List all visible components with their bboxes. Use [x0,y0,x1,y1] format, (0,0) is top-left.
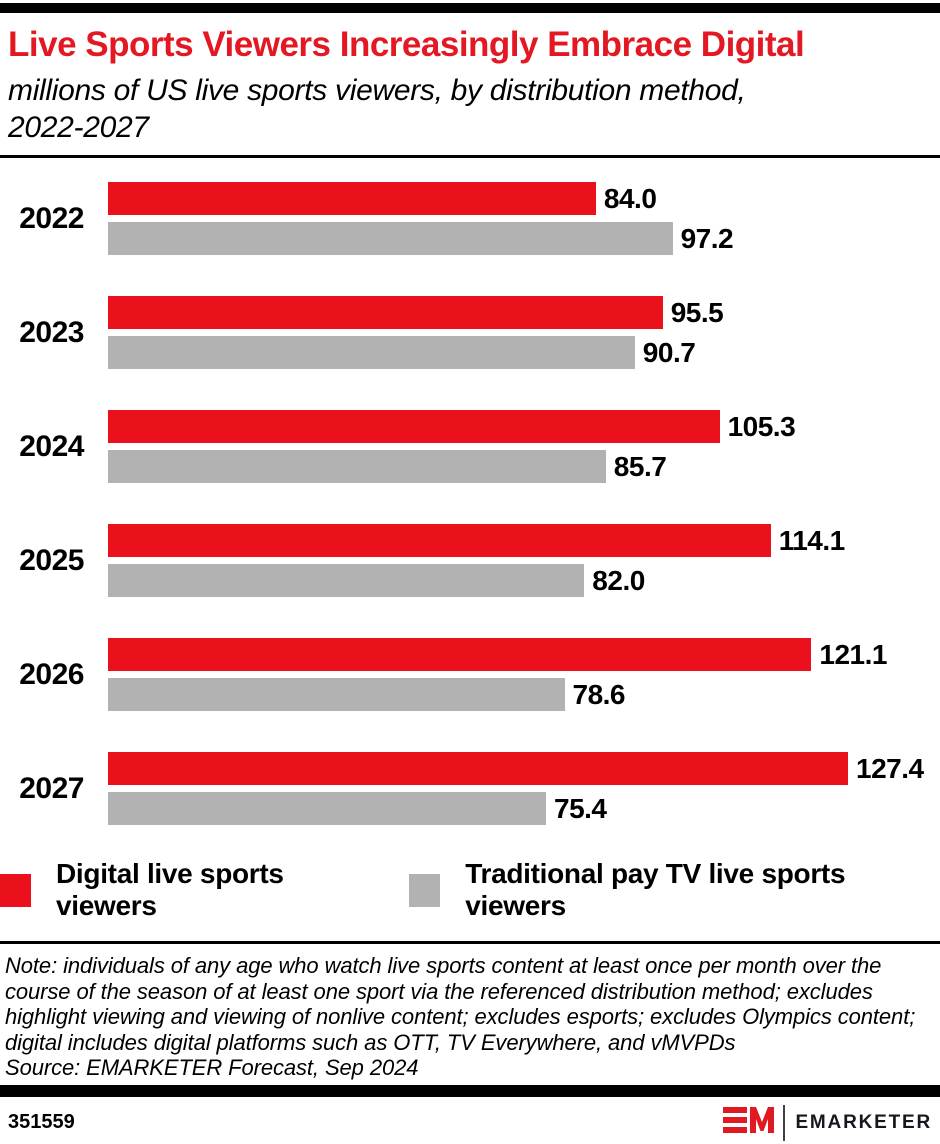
value-label: 127.4 [856,752,924,784]
grouped-bar-chart: 2022 84.0 97.2 2023 95.5 90.7 2024 105.3 85.7 202… [0,182,940,825]
chart-row-2027: 2027 127.4 75.4 [0,752,940,825]
bar-line: 114.1 [108,524,940,557]
value-label: 114.1 [778,524,846,556]
chart-legend: Digital live sports viewers Traditional p… [0,858,940,922]
digital-bar-2024 [108,410,720,443]
value-label: 85.7 [613,450,667,482]
bar-group: 114.1 82.0 [108,524,940,597]
bar-line: 78.6 [108,678,940,711]
chart-row-2023: 2023 95.5 90.7 [0,296,940,369]
bar-group: 127.4 75.4 [108,752,940,825]
bar-line: 97.2 [108,222,940,255]
header-divider [0,155,940,158]
bar-group: 84.0 97.2 [108,182,940,255]
legend-label-digital: Digital live sports viewers [56,858,284,921]
chart-row-2026: 2026 121.1 78.6 [0,638,940,711]
legend-swatch-paytv [409,873,441,907]
chart-header: Live Sports Viewers Increasingly Embrace… [0,13,940,146]
emarketer-logo: EMARKETER [723,1104,932,1141]
chart-id: 351559 [8,1111,75,1133]
bar-group: 121.1 78.6 [108,638,940,711]
value-label: 90.7 [642,336,696,368]
footnote: Note: individuals of any age who watch l… [0,953,940,1081]
value-label: 75.4 [554,792,607,824]
note-text: Note: individuals of any age who watch l… [5,953,916,1055]
bar-line: 84.0 [108,182,940,215]
paytv-bar-2022 [108,222,673,255]
emarketer-em-icon [723,1106,775,1139]
chart-subtitle: millions of US live sports viewers, by d… [8,74,746,144]
digital-bar-2025 [108,524,771,557]
value-label: 78.6 [572,678,626,710]
legend-label-paytv: Traditional pay TV live sports viewers [465,858,846,921]
paytv-bar-2024 [108,450,606,483]
footer: 351559 EMARKETER [0,1102,940,1144]
bar-line: 82.0 [108,564,940,597]
value-label: 105.3 [727,410,796,442]
bar-line: 121.1 [108,638,940,671]
year-label: 2026 [19,657,84,691]
bar-line: 95.5 [108,296,940,329]
digital-bar-2022 [108,182,596,215]
bottom-black-bar [0,1084,940,1097]
bar-line: 85.7 [108,450,940,483]
value-label: 97.2 [680,222,734,254]
paytv-bar-2027 [108,792,546,825]
digital-bar-2026 [108,638,812,671]
page-title: Live Sports Viewers Increasingly Embrace… [8,25,805,64]
digital-bar-2023 [108,296,663,329]
year-label: 2027 [19,771,84,805]
chart-row-2024: 2024 105.3 85.7 [0,410,940,483]
paytv-bar-2026 [108,678,565,711]
value-label: 82.0 [592,564,645,596]
chart-row-2022: 2022 84.0 97.2 [0,182,940,255]
legend-item-digital: Digital live sports viewers [0,858,382,922]
source-text: Source: EMARKETER Forecast, Sep 2024 [5,1055,419,1080]
top-black-bar [0,3,940,13]
digital-bar-2027 [108,752,848,785]
year-label: 2023 [19,315,84,349]
legend-swatch-digital [0,873,31,907]
paytv-bar-2025 [108,564,585,597]
logo-separator [783,1104,786,1141]
footnote-divider [0,941,940,944]
chart-row-2025: 2025 114.1 82.0 [0,524,940,597]
bar-line: 105.3 [108,410,940,443]
legend-item-paytv: Traditional pay TV live sports viewers [409,858,940,922]
bar-line: 75.4 [108,792,940,825]
bar-group: 105.3 85.7 [108,410,940,483]
year-label: 2022 [19,201,84,235]
value-label: 84.0 [603,182,657,214]
value-label: 121.1 [819,638,887,670]
year-label: 2024 [19,429,84,463]
value-label: 95.5 [670,296,724,328]
year-label: 2025 [19,543,84,577]
bar-group: 95.5 90.7 [108,296,940,369]
brand-wordmark: EMARKETER [795,1111,932,1133]
bar-line: 90.7 [108,336,940,369]
bar-line: 127.4 [108,752,940,785]
paytv-bar-2023 [108,336,635,369]
